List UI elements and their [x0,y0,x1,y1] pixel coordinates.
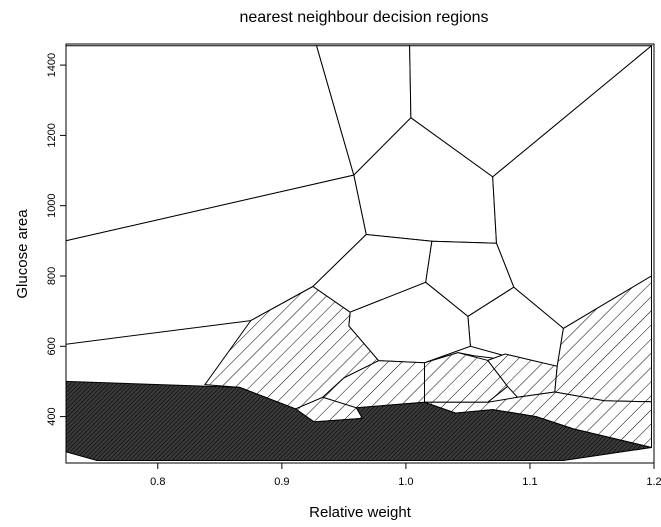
y-tick-label: 400 [46,407,58,425]
y-axis: 400 600 800 1000 1200 1400 [46,53,66,426]
y-tick-label: 600 [46,337,58,355]
y-tick-label: 1400 [46,53,58,77]
y-axis-label: Glucose area [14,209,31,299]
x-tick-label: 0.8 [150,476,165,488]
decision-regions [66,44,653,461]
chart-title: nearest neighbour decision regions [239,9,488,26]
x-axis: 0.8 0.9 1.0 1.1 1.2 [150,463,661,488]
y-tick-label: 1000 [46,193,58,217]
y-tick-label: 800 [46,267,58,285]
x-tick-label: 1.0 [398,476,413,488]
x-tick-label: 0.9 [274,476,289,488]
plot-frame [65,43,655,464]
x-axis-label: Relative weight [309,504,412,521]
region-normal-18 [66,380,652,461]
x-tick-label: 1.1 [522,476,537,488]
y-tick-label: 1200 [46,123,58,147]
x-tick-label: 1.2 [646,476,661,488]
